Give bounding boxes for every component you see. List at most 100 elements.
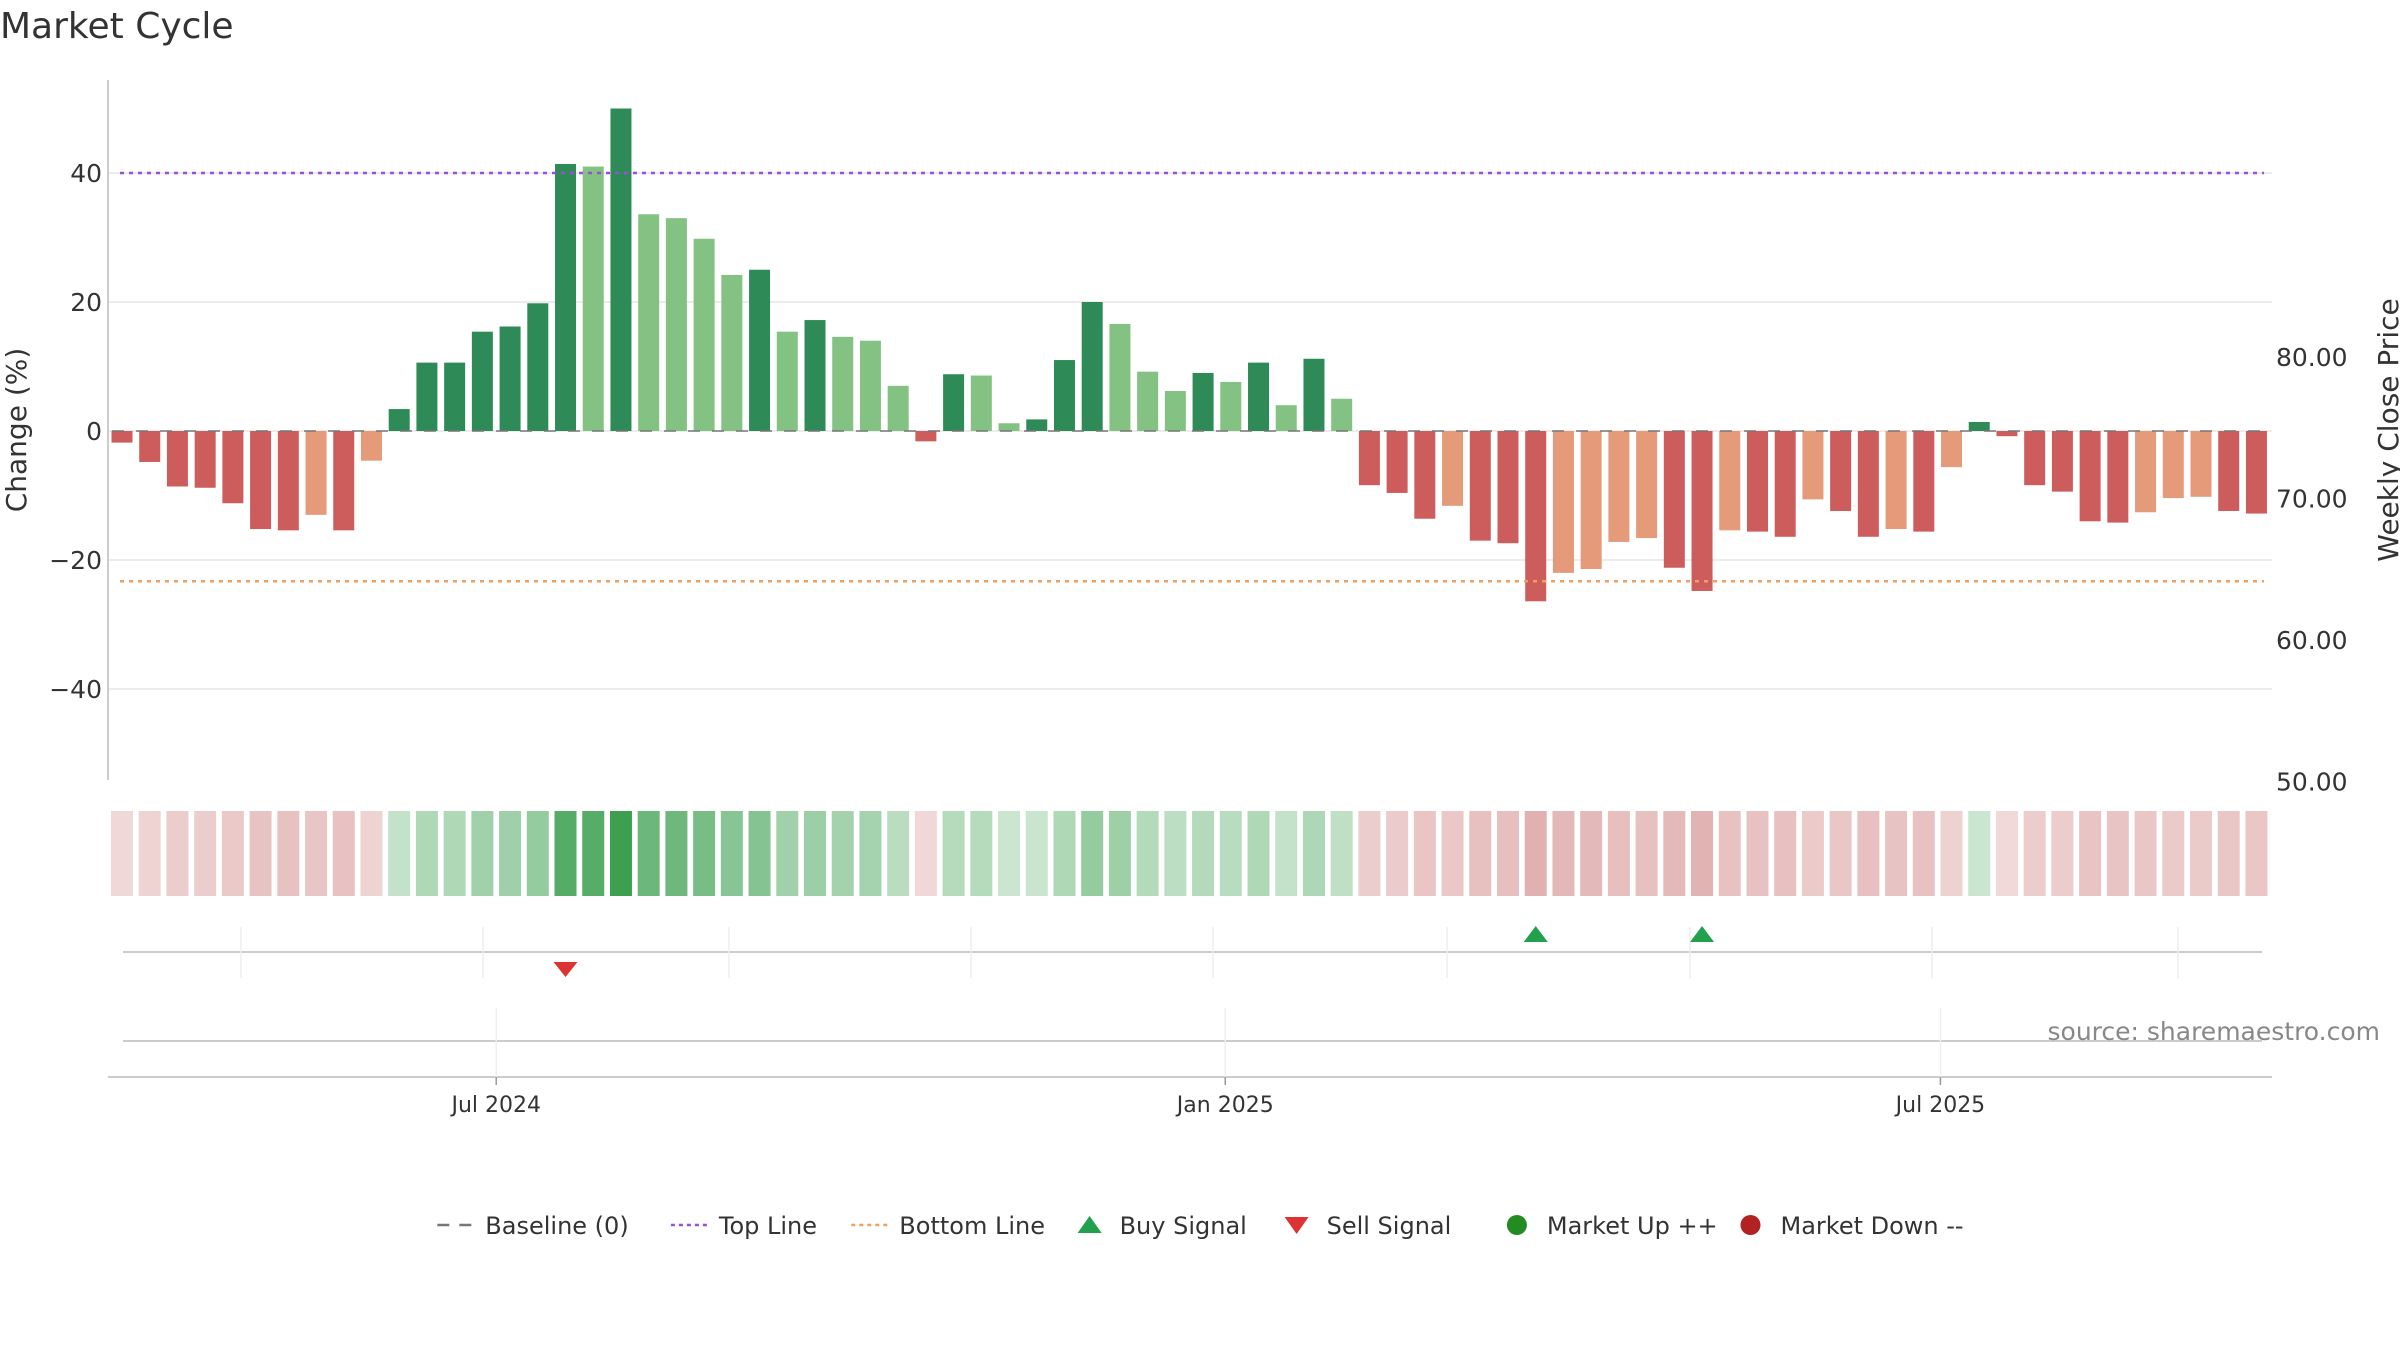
heat-cell <box>2162 811 2185 896</box>
bar <box>166 431 188 487</box>
bar <box>776 331 798 431</box>
heat-cell <box>1995 811 2018 896</box>
bar <box>527 303 549 431</box>
bar <box>1303 358 1325 431</box>
heat-cell <box>388 811 411 896</box>
bar <box>915 431 937 442</box>
heat-cell <box>1580 811 1603 896</box>
heat-cell <box>1801 811 1824 896</box>
heat-cell <box>166 811 189 896</box>
heat-cell <box>1386 811 1409 896</box>
bar <box>305 431 327 515</box>
bar-series <box>111 108 2267 602</box>
legend-item: Baseline (0) <box>437 1212 629 1240</box>
bar <box>1802 431 1824 500</box>
bar <box>1719 431 1741 531</box>
heat-cell <box>748 811 771 896</box>
heat-cell <box>2245 811 2268 896</box>
heat-cell <box>1469 811 1492 896</box>
bar <box>1746 431 1768 532</box>
legend-symbol-triangle-up <box>1077 1216 1102 1233</box>
heat-cell <box>360 811 383 896</box>
bar <box>2162 431 2184 499</box>
heat-cell <box>831 811 854 896</box>
legend-label: Bottom Line <box>899 1212 1045 1240</box>
heat-cell <box>1108 811 1131 896</box>
bar <box>277 431 299 531</box>
bar <box>582 166 604 432</box>
bar <box>1885 431 1907 530</box>
heat-cell <box>1552 811 1575 896</box>
reference-lines <box>112 171 2272 583</box>
signal-panel <box>123 926 2262 978</box>
bar <box>416 362 438 431</box>
heat-cell <box>693 811 716 896</box>
heat-cell <box>554 811 577 896</box>
bar <box>1525 431 1547 602</box>
bar <box>1275 405 1297 431</box>
y-axis-label: Change (%) <box>0 348 33 513</box>
bar <box>555 163 577 431</box>
bar <box>194 431 216 488</box>
source-label: source: sharemaestro.com <box>2048 1017 2381 1046</box>
heat-cell <box>1524 811 1547 896</box>
legend-label: Baseline (0) <box>485 1212 628 1240</box>
x-tick-label: Jul 2025 <box>1894 1093 1986 1118</box>
y2-tick-label: 60.00 <box>2276 626 2348 655</box>
heat-cell <box>2106 811 2129 896</box>
bar <box>1331 398 1353 431</box>
heat-cell <box>526 811 549 896</box>
x-tick-label: Jan 2025 <box>1175 1093 1274 1118</box>
bar <box>499 326 521 431</box>
bar <box>1580 431 1602 570</box>
bar <box>1774 431 1796 537</box>
heat-cell <box>1497 811 1519 896</box>
bar <box>388 409 410 431</box>
heat-cell <box>1607 811 1630 896</box>
heat-cell <box>1746 811 1769 896</box>
heat-cell <box>415 811 438 896</box>
bar <box>222 431 244 504</box>
heat-cell <box>1441 811 1464 896</box>
heat-cell <box>1413 811 1436 896</box>
bar <box>1164 391 1186 431</box>
heat-cell <box>2217 811 2240 896</box>
bar <box>749 269 771 431</box>
bar <box>333 431 355 531</box>
heat-cell <box>1330 811 1353 896</box>
buy-signal-marker <box>1523 926 1548 942</box>
bar <box>1109 323 1131 431</box>
heat-cell <box>1663 811 1686 896</box>
heat-cell <box>804 811 826 896</box>
bar <box>1248 362 1270 431</box>
heat-cell <box>194 811 217 896</box>
bar <box>887 385 909 431</box>
bar <box>1081 302 1103 431</box>
bar <box>360 431 382 461</box>
bar <box>1358 431 1380 486</box>
bar <box>2024 431 2046 486</box>
bar <box>2190 431 2212 497</box>
heat-cell <box>2023 811 2046 896</box>
gridlines <box>108 172 2272 690</box>
bar <box>638 214 660 431</box>
heat-cell <box>305 811 328 896</box>
heat-cell <box>277 811 300 896</box>
bar <box>1830 431 1852 511</box>
bar <box>1220 381 1242 431</box>
heat-cell <box>1912 811 1935 896</box>
bar <box>1414 431 1436 519</box>
y-tick-label: 0 <box>86 417 102 446</box>
bar <box>1386 431 1408 493</box>
heat-cell <box>1219 811 1242 896</box>
bar <box>1663 431 1685 568</box>
bar <box>444 362 466 431</box>
bar <box>859 340 881 431</box>
bar <box>1552 431 1574 573</box>
bar <box>1913 431 1935 532</box>
heat-cell <box>1829 811 1852 896</box>
sell-signal-marker <box>553 962 578 977</box>
heat-cell <box>609 811 632 896</box>
heat-cell <box>249 811 272 896</box>
bar <box>111 431 133 443</box>
